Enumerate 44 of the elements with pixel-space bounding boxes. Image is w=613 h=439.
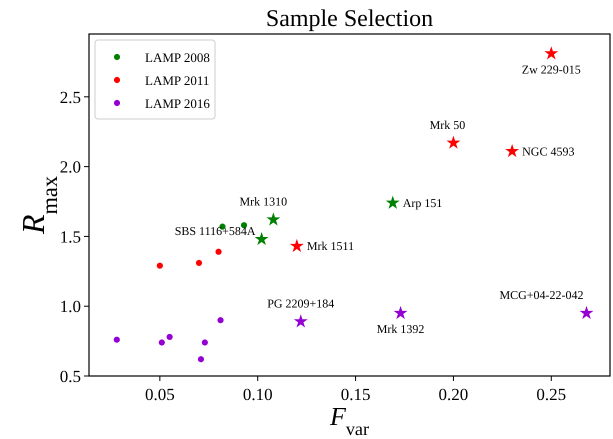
chart-title: Sample Selection [266,6,434,32]
annotation: Mrk 1511 [306,239,354,254]
x-tick-label: 0.25 [536,385,566,404]
x-tick-label: 0.05 [144,385,175,404]
point [166,334,173,340]
point [266,212,280,226]
point [254,232,269,246]
point [114,336,120,343]
y-tick-label: 0.5 [60,367,81,386]
annotation: Mrk 1392 [376,322,424,336]
annotation: SBS 1116+584A [174,224,256,238]
legend-label: LAMP 2016 [145,96,210,111]
y-tick-label: 2.5 [60,88,81,107]
point [215,248,222,255]
annotation: MCG+04-22-042 [499,288,584,302]
annotation: NGC 4593 [522,144,574,158]
point [294,314,308,328]
point [198,356,204,362]
point [290,238,304,252]
legend-label: LAMP 2011 [145,73,210,88]
point [202,339,208,346]
point [394,306,408,320]
point [217,317,224,324]
point [196,260,202,266]
y-tick-label: 1.5 [60,227,81,246]
y-tick-label: 2.0 [60,158,81,177]
y-tick-label: 1.0 [60,297,81,316]
point [158,339,165,346]
point [544,46,558,60]
x-tick-label: 0.20 [438,385,468,404]
x-tick-label: 0.10 [242,385,273,404]
x-tick-label: 0.15 [340,385,370,404]
annotation: Zw 229-015 [522,62,581,77]
point [446,136,460,149]
point [580,306,594,320]
point [386,196,400,209]
annotation: Mrk 1310 [240,194,288,209]
x-axis-title: F$_{var}$ [328,402,370,439]
point [156,262,163,269]
legend-label: LAMP 2008 [145,50,210,65]
point [505,144,520,158]
annotation: PG 2209+184 [267,296,334,311]
annotation: Mrk 50 [430,118,466,132]
annotation: Arp 151 [402,196,442,210]
